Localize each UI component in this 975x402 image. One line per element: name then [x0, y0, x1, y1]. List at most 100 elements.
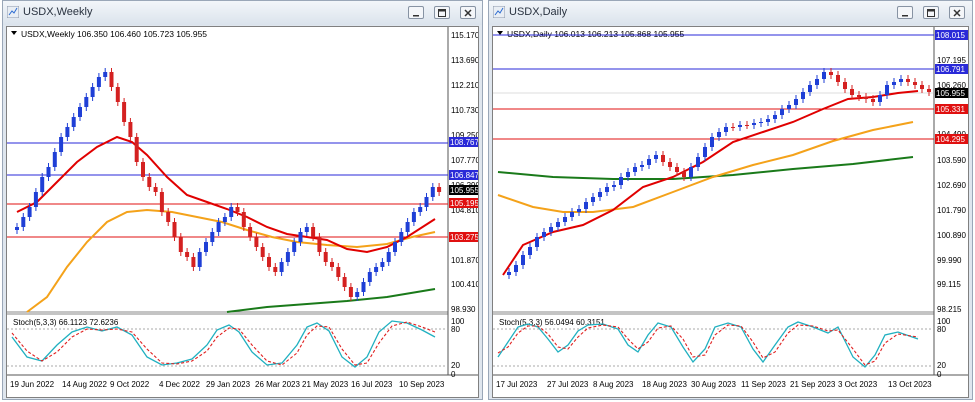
daily-level-tag: 108.015 [936, 31, 965, 40]
minimize-button[interactable] [408, 6, 424, 19]
candle-body [254, 237, 259, 247]
candle-body [710, 137, 714, 147]
close-button[interactable] [460, 6, 476, 19]
candle-body [612, 185, 616, 187]
weekly-date-label: 14 Aug 2022 [62, 380, 107, 389]
maximize-button[interactable] [434, 6, 450, 19]
candle-body [668, 162, 672, 167]
weekly-price-label: 115.170 [451, 31, 478, 40]
close-icon [953, 8, 961, 17]
daily-symbol-triangle-icon [497, 31, 503, 35]
weekly-date-label: 29 Jan 2023 [206, 380, 251, 389]
weekly-stoch-label: 80 [451, 325, 460, 334]
candle-body [40, 177, 45, 192]
candle-body [430, 187, 435, 197]
weekly-level-tag: 105.195 [450, 199, 478, 208]
candle-body [864, 97, 868, 99]
weekly-price-label: 112.210 [451, 81, 478, 90]
weekly-title-bar[interactable]: USDX,Weekly [3, 1, 482, 25]
candle-body [115, 87, 120, 102]
candle-body [191, 257, 196, 267]
candle-body [273, 267, 278, 272]
daily-chart-svg[interactable]: USDX,Daily 106.013 106.213 105.868 105.9… [493, 27, 968, 397]
daily-date-label: 13 Oct 2023 [888, 380, 932, 389]
candle-body [738, 125, 742, 127]
candle-body [141, 162, 145, 177]
weekly-stoch-label: 100 [451, 317, 465, 326]
candle-body [920, 85, 924, 89]
candle-body [71, 117, 76, 127]
minimize-button[interactable] [897, 6, 913, 19]
daily-ma-green [497, 156, 914, 180]
candle-body [829, 72, 833, 75]
candle-body [317, 237, 322, 252]
candle-body [386, 252, 391, 262]
daily-candles [507, 68, 931, 279]
candle-body [794, 99, 798, 105]
candle-body [210, 232, 215, 242]
candle-body [185, 252, 190, 257]
candle-body [21, 217, 26, 227]
candle-body [367, 272, 372, 282]
weekly-price-label: 100.410 [451, 280, 478, 289]
candle-body [843, 82, 847, 89]
candle-body [682, 172, 686, 177]
daily-stoch-label: 20 [937, 361, 946, 370]
candle-body [33, 192, 38, 207]
candle-body [159, 192, 164, 212]
candle-body [759, 122, 763, 123]
candle-body [178, 237, 183, 252]
weekly-price-label: 110.730 [451, 106, 478, 115]
chart-window-icon [7, 6, 19, 18]
daily-window-title: USDX,Daily [509, 6, 568, 18]
candle-body [153, 187, 158, 192]
candle-body [885, 85, 889, 95]
daily-date-label: 8 Aug 2023 [593, 380, 634, 389]
candle-body [267, 257, 271, 267]
candle-body [549, 227, 553, 232]
candle-body [780, 109, 784, 115]
maximize-button[interactable] [923, 6, 939, 19]
daily-stoch-main [497, 321, 919, 368]
candle-body [535, 237, 539, 247]
weekly-chart-area[interactable]: USDX,Weekly 106.350 106.460 105.723 105.… [6, 26, 479, 398]
close-button[interactable] [949, 6, 965, 19]
candle-body [689, 167, 693, 177]
weekly-stoch-signal [11, 321, 436, 366]
weekly-price-label: 98.930 [451, 305, 476, 314]
daily-price-label: 101.790 [937, 206, 966, 215]
candle-body [122, 102, 127, 122]
weekly-price-label: 109.250 [451, 131, 478, 140]
candle-body [528, 247, 532, 255]
weekly-level-tag: 103.275 [450, 233, 478, 242]
candle-body [892, 82, 896, 85]
candle-body [577, 209, 581, 212]
weekly-level-tag: 108.767 [450, 138, 478, 147]
daily-price-label: 98.215 [937, 305, 962, 314]
candle-body [514, 265, 518, 272]
daily-price-label: 107.195 [937, 56, 966, 65]
candle-body [766, 119, 770, 122]
candle-body [570, 212, 574, 217]
candle-body [731, 127, 735, 128]
daily-price-label: 99.115 [937, 280, 961, 289]
candle-body [696, 157, 700, 167]
daily-level-tag: 104.295 [936, 135, 965, 144]
candle-body [90, 87, 95, 97]
candle-body [172, 222, 177, 237]
candle-body [787, 105, 791, 109]
daily-title-bar[interactable]: USDX,Daily [489, 1, 972, 25]
daily-date-label: 3 Oct 2023 [838, 380, 878, 389]
weekly-price-label: 101.870 [451, 256, 478, 265]
candle-body [437, 187, 442, 192]
weekly-chart-svg[interactable]: USDX,Weekly 106.350 106.460 105.723 105.… [7, 27, 478, 397]
candle-body [342, 277, 347, 287]
daily-current-price-tag: 105.955 [936, 89, 965, 98]
candle-body [216, 222, 221, 232]
daily-date-label: 17 Jul 2023 [496, 380, 538, 389]
weekly-current-price-tag: 105.955 [450, 186, 478, 195]
daily-chart-area[interactable]: USDX,Daily 106.013 106.213 105.868 105.9… [492, 26, 969, 398]
candle-body [393, 242, 397, 252]
minimize-icon [413, 14, 419, 16]
candle-body [521, 255, 525, 265]
